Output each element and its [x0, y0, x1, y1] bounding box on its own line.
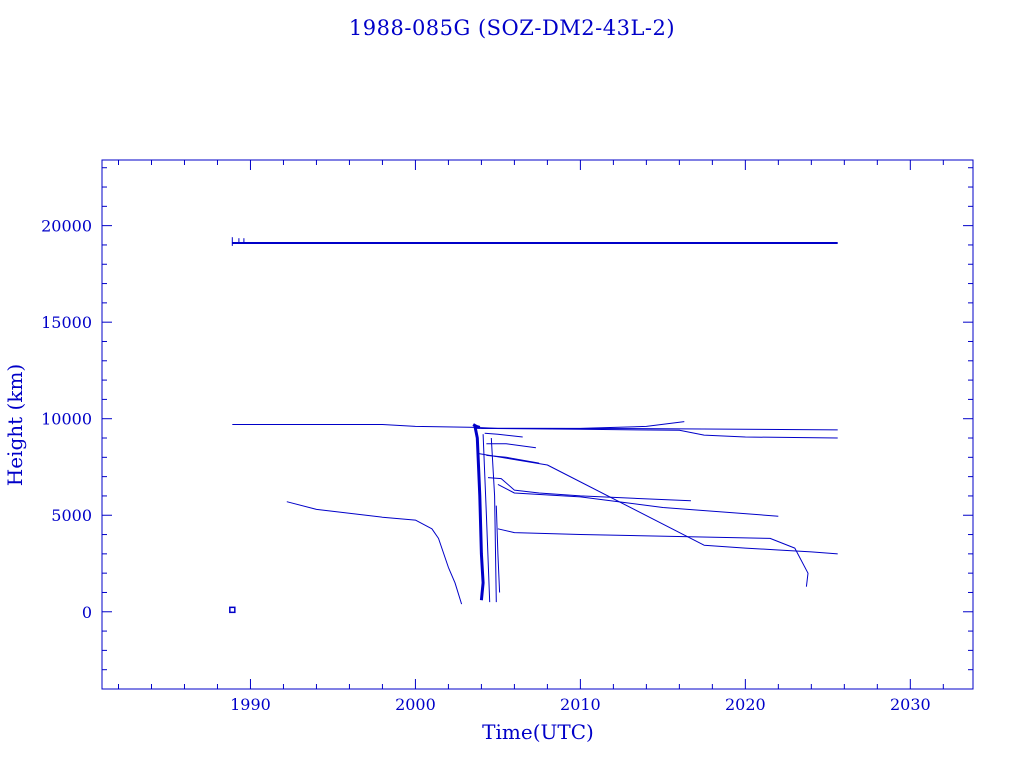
y-axis-label: Height (km): [3, 364, 27, 486]
series-line-14: [497, 483, 779, 517]
series-line-5: [232, 424, 477, 428]
x-tick-label: 2030: [890, 695, 931, 714]
y-tick-label: 15000: [41, 313, 92, 332]
series-line-8: [481, 427, 838, 439]
chart-title: 1988-085G (SOZ-DM2-43L-2): [348, 16, 676, 40]
series-line-7: [474, 426, 838, 431]
y-tick-label: 20000: [41, 217, 92, 236]
series-line-9: [478, 453, 838, 555]
x-tick-label: 2010: [560, 695, 601, 714]
series-line-16: [286, 501, 463, 605]
series-line-15: [497, 528, 809, 587]
axis-ticks: [102, 160, 973, 690]
data-marker-1: [229, 606, 236, 614]
axis-tick-labels: 1990 2000 2010 2020 2030 0 5000 10000 15000 20000: [41, 217, 931, 714]
plot-frame: [101, 159, 974, 690]
x-tick-label: 1990: [230, 695, 271, 714]
x-tick-label: 2020: [725, 695, 766, 714]
series-line-17: [473, 425, 485, 601]
series-line-13: [487, 477, 691, 502]
y-tick-label: 10000: [41, 410, 92, 429]
x-axis-label: Time(UTC): [482, 720, 594, 744]
series-line-18: [482, 434, 491, 603]
series-group: [229, 237, 838, 614]
y-tick-label: 0: [82, 603, 92, 622]
series-line-20: [495, 505, 501, 593]
series-line-6: [476, 421, 685, 429]
y-tick-label: 5000: [51, 506, 92, 525]
series-line-11: [486, 443, 536, 449]
x-tick-label: 2000: [395, 695, 436, 714]
series-line-21: [472, 423, 481, 429]
series-line-12: [486, 454, 540, 464]
series-line-19: [490, 437, 497, 603]
series-line-10: [484, 432, 523, 438]
